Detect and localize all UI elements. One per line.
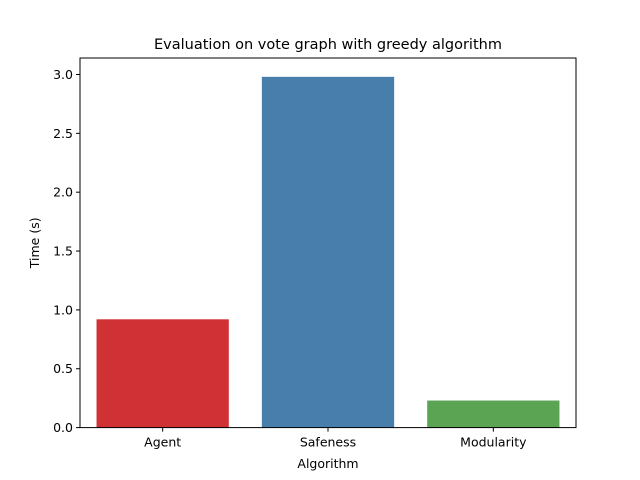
y-axis-ticks: 0.0 0.5 1.0 1.5 2.0 2.5 3.0 [53,67,80,435]
y-tick-label: 2.5 [53,126,73,141]
chart-title: Evaluation on vote graph with greedy alg… [154,37,502,53]
y-tick-label: 0.0 [53,420,73,435]
x-axis-ticks: Agent Safeness Modularity [144,427,527,450]
x-tick-label: Safeness [300,435,356,450]
bars-group [96,76,560,428]
bar-safeness [261,76,395,428]
x-axis-label: Algorithm [297,456,358,471]
bar-agent [96,319,229,428]
y-tick-label: 2.0 [53,185,73,200]
y-tick-label: 3.0 [53,67,73,82]
y-tick-label: 1.0 [53,302,73,317]
bar-modularity [427,400,560,428]
x-tick-label: Agent [144,435,181,450]
y-axis-label: Time (s) [27,217,42,269]
x-tick-label: Modularity [460,435,527,450]
plot-area: 0.0 0.5 1.0 1.5 2.0 2.5 3.0 Agent Safeness Modul… [53,57,577,450]
y-tick-label: 0.5 [53,361,73,376]
y-tick-label: 1.5 [53,244,73,259]
